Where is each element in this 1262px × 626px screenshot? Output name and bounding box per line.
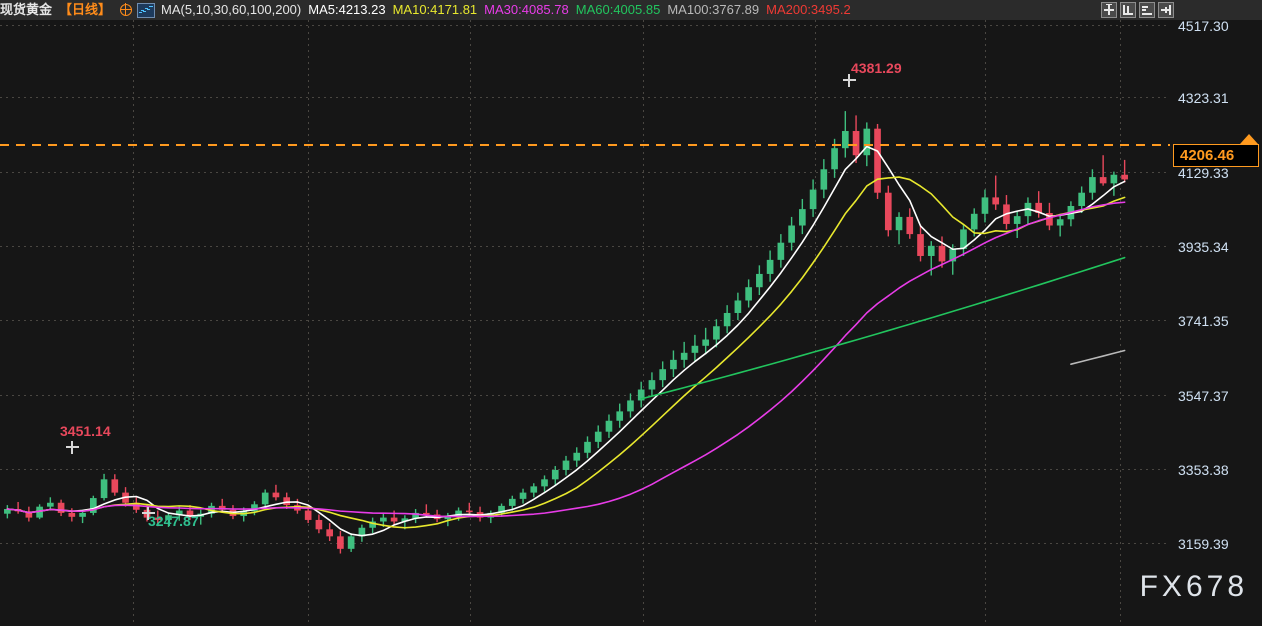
- mini-line-chart-icon[interactable]: [137, 2, 156, 18]
- chart-toolbar: [1101, 2, 1174, 18]
- site-watermark: FX678: [1139, 570, 1248, 603]
- period-label[interactable]: 【日线】: [59, 2, 112, 17]
- current-price-line: [0, 144, 1170, 146]
- ma200-value: MA200:3495.2: [766, 2, 851, 17]
- axis-label: 3159.39: [1178, 536, 1229, 552]
- axis-label: 4129.33: [1178, 165, 1229, 181]
- axis-label: 3741.35: [1178, 313, 1229, 329]
- swing-low-label: 3247.87: [148, 513, 199, 529]
- price-chart-plot-area[interactable]: 4381.29 3451.14 3247.87: [0, 20, 1170, 626]
- ma10-value: MA10:4171.81: [392, 2, 478, 17]
- price-axis[interactable]: 4517.30 4323.31 4129.33 3935.34 3741.35 …: [1170, 18, 1262, 626]
- ma100-value: MA100:3767.89: [667, 2, 760, 17]
- chart-header-bar: 现货黄金 【日线】 MA(5,10,30,60,100,200) MA5:421…: [0, 0, 1262, 20]
- ma-title: MA(5,10,30,60,100,200): [161, 2, 302, 17]
- axis-label: 4517.30: [1178, 18, 1229, 34]
- swing-high-label-2: 3451.14: [60, 423, 111, 439]
- axis-label: 3353.38: [1178, 462, 1229, 478]
- align-right-icon[interactable]: [1139, 2, 1155, 18]
- axis-label: 3547.37: [1178, 388, 1229, 404]
- chart-gridlines: [0, 20, 1170, 626]
- moving-average-lines: [6, 145, 1126, 537]
- arrow-right-bar-icon[interactable]: [1158, 2, 1174, 18]
- ma60-value: MA60:4005.85: [575, 2, 661, 17]
- current-price-badge[interactable]: 4206.46: [1173, 144, 1259, 167]
- four-arrows-icon[interactable]: [1101, 2, 1117, 18]
- symbol-name[interactable]: 现货黄金: [0, 2, 53, 17]
- crosshair-circle-icon[interactable]: [120, 3, 133, 16]
- chart-annotations: 4381.29 3451.14 3247.87: [0, 20, 1170, 626]
- current-price-arrow: [1240, 134, 1258, 144]
- swing-high-label: 4381.29: [851, 60, 902, 76]
- ma30-value: MA30:4085.78: [484, 2, 569, 17]
- ma5-value: MA5:4213.23: [308, 2, 386, 17]
- axis-label: 3935.34: [1178, 239, 1229, 255]
- candlestick-and-ma-layer: [4, 111, 1128, 554]
- align-left-icon[interactable]: [1120, 2, 1136, 18]
- axis-label: 4323.31: [1178, 90, 1229, 106]
